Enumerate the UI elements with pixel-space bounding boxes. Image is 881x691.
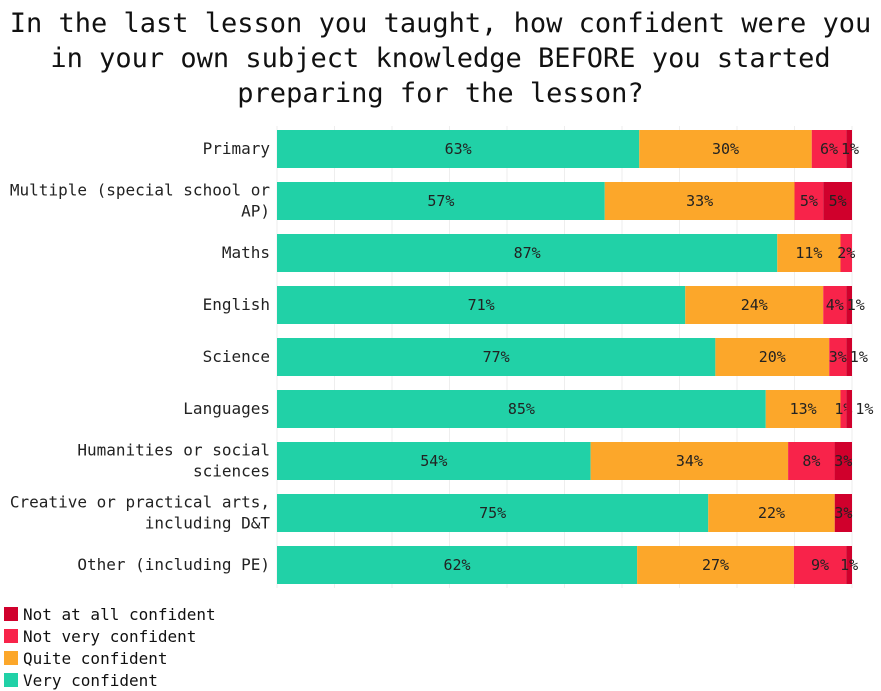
data-label: 27% (702, 556, 729, 574)
legend-item: Not at all confident (4, 603, 216, 625)
bar-segment (708, 494, 835, 532)
category-label: sciences (193, 462, 270, 481)
data-label: 71% (468, 296, 495, 314)
data-label: 87% (514, 244, 541, 262)
bar-segment (277, 442, 591, 480)
data-label: 4% (826, 296, 844, 314)
bar-segment (685, 286, 824, 324)
data-label: 1% (855, 400, 873, 418)
data-label: 77% (483, 348, 510, 366)
bar-segment (590, 442, 789, 480)
bar-segment (777, 234, 841, 272)
bar-segment (811, 130, 847, 168)
category-label: Humanities or social (77, 441, 270, 460)
legend-swatch (4, 607, 18, 621)
data-label: 3% (829, 348, 847, 366)
bar-segment (788, 442, 835, 480)
data-label: 1% (841, 140, 859, 158)
legend-label: Very confident (23, 670, 158, 690)
legend-item: Not very confident (4, 625, 216, 647)
chart-title: In the last lesson you taught, how confi… (0, 6, 881, 111)
bar-segment (277, 338, 716, 376)
bar-segment (846, 338, 852, 376)
legend: Not at all confident Not very confident Qu… (4, 603, 216, 691)
bar-segment (715, 338, 830, 376)
legend-swatch (4, 629, 18, 643)
data-label: 11% (795, 244, 822, 262)
data-label: 33% (686, 192, 713, 210)
legend-swatch (4, 673, 18, 687)
category-label: Maths (222, 243, 270, 262)
data-label: 1% (847, 296, 865, 314)
data-label: 9% (811, 556, 829, 574)
bar-segment (277, 234, 778, 272)
category-label: Primary (203, 139, 271, 158)
bar-segment (765, 390, 841, 428)
bar-segment (823, 286, 847, 324)
data-label: 75% (479, 504, 506, 522)
data-label: 3% (834, 452, 852, 470)
chart-title-line: In the last lesson you taught, how confi… (9, 8, 872, 39)
data-label: 24% (741, 296, 768, 314)
stacked-bar-chart: Primary 63% 30% 6% 1%Multiple (special schoo… (10, 126, 873, 588)
data-label: 30% (712, 140, 739, 158)
bar-segment (840, 234, 852, 272)
bar-segment (834, 494, 852, 532)
data-label: 34% (676, 452, 703, 470)
bar-segment (823, 182, 852, 220)
data-label: 8% (802, 452, 820, 470)
bar-segment (277, 130, 640, 168)
category-label: English (203, 295, 270, 314)
legend-swatch (4, 651, 18, 665)
category-label: Multiple (special school or (10, 181, 270, 200)
data-label: 85% (508, 400, 535, 418)
data-label: 1% (850, 348, 868, 366)
category-label: Languages (183, 399, 270, 418)
bar-segment (277, 494, 709, 532)
bar-segment (794, 182, 824, 220)
category-label: Creative or practical arts, (10, 493, 270, 512)
chart-title-line: in your own subject knowledge BEFORE you… (50, 43, 831, 74)
category-label: AP) (241, 202, 270, 221)
bar-segment (840, 390, 847, 428)
bar-segment (846, 286, 852, 324)
category-label: Other (including PE) (77, 555, 270, 574)
legend-item: Very confident (4, 669, 216, 691)
data-label: 3% (834, 504, 852, 522)
data-label: 1% (840, 556, 858, 574)
data-label: 5% (829, 192, 847, 210)
data-label: 57% (427, 192, 454, 210)
bar-segment (277, 286, 686, 324)
category-label: Science (203, 347, 270, 366)
data-label: 20% (759, 348, 786, 366)
bar-segment (846, 390, 852, 428)
data-label: 5% (800, 192, 818, 210)
bar-segment (793, 546, 847, 584)
legend-label: Not very confident (23, 626, 197, 646)
chart-title-line: preparing for the lesson? (237, 78, 644, 109)
bar-segment (277, 182, 605, 220)
data-label: 63% (445, 140, 472, 158)
bar-segment (277, 390, 766, 428)
data-label: 13% (790, 400, 817, 418)
data-label: 2% (837, 244, 855, 262)
legend-item: Quite confident (4, 647, 216, 669)
legend-label: Quite confident (23, 648, 168, 668)
data-label: 22% (758, 504, 785, 522)
data-label: 62% (444, 556, 471, 574)
bar-segment (639, 130, 812, 168)
bar-segment (846, 130, 852, 168)
bar-segment (604, 182, 795, 220)
bar-segment (834, 442, 852, 480)
bar-segment (277, 546, 638, 584)
category-label: including D&T (145, 514, 271, 533)
data-label: 54% (420, 452, 447, 470)
bar-segment (637, 546, 794, 584)
legend-label: Not at all confident (23, 604, 216, 624)
data-label: 6% (820, 140, 838, 158)
bar-segment (829, 338, 847, 376)
bar-segment (846, 546, 852, 584)
